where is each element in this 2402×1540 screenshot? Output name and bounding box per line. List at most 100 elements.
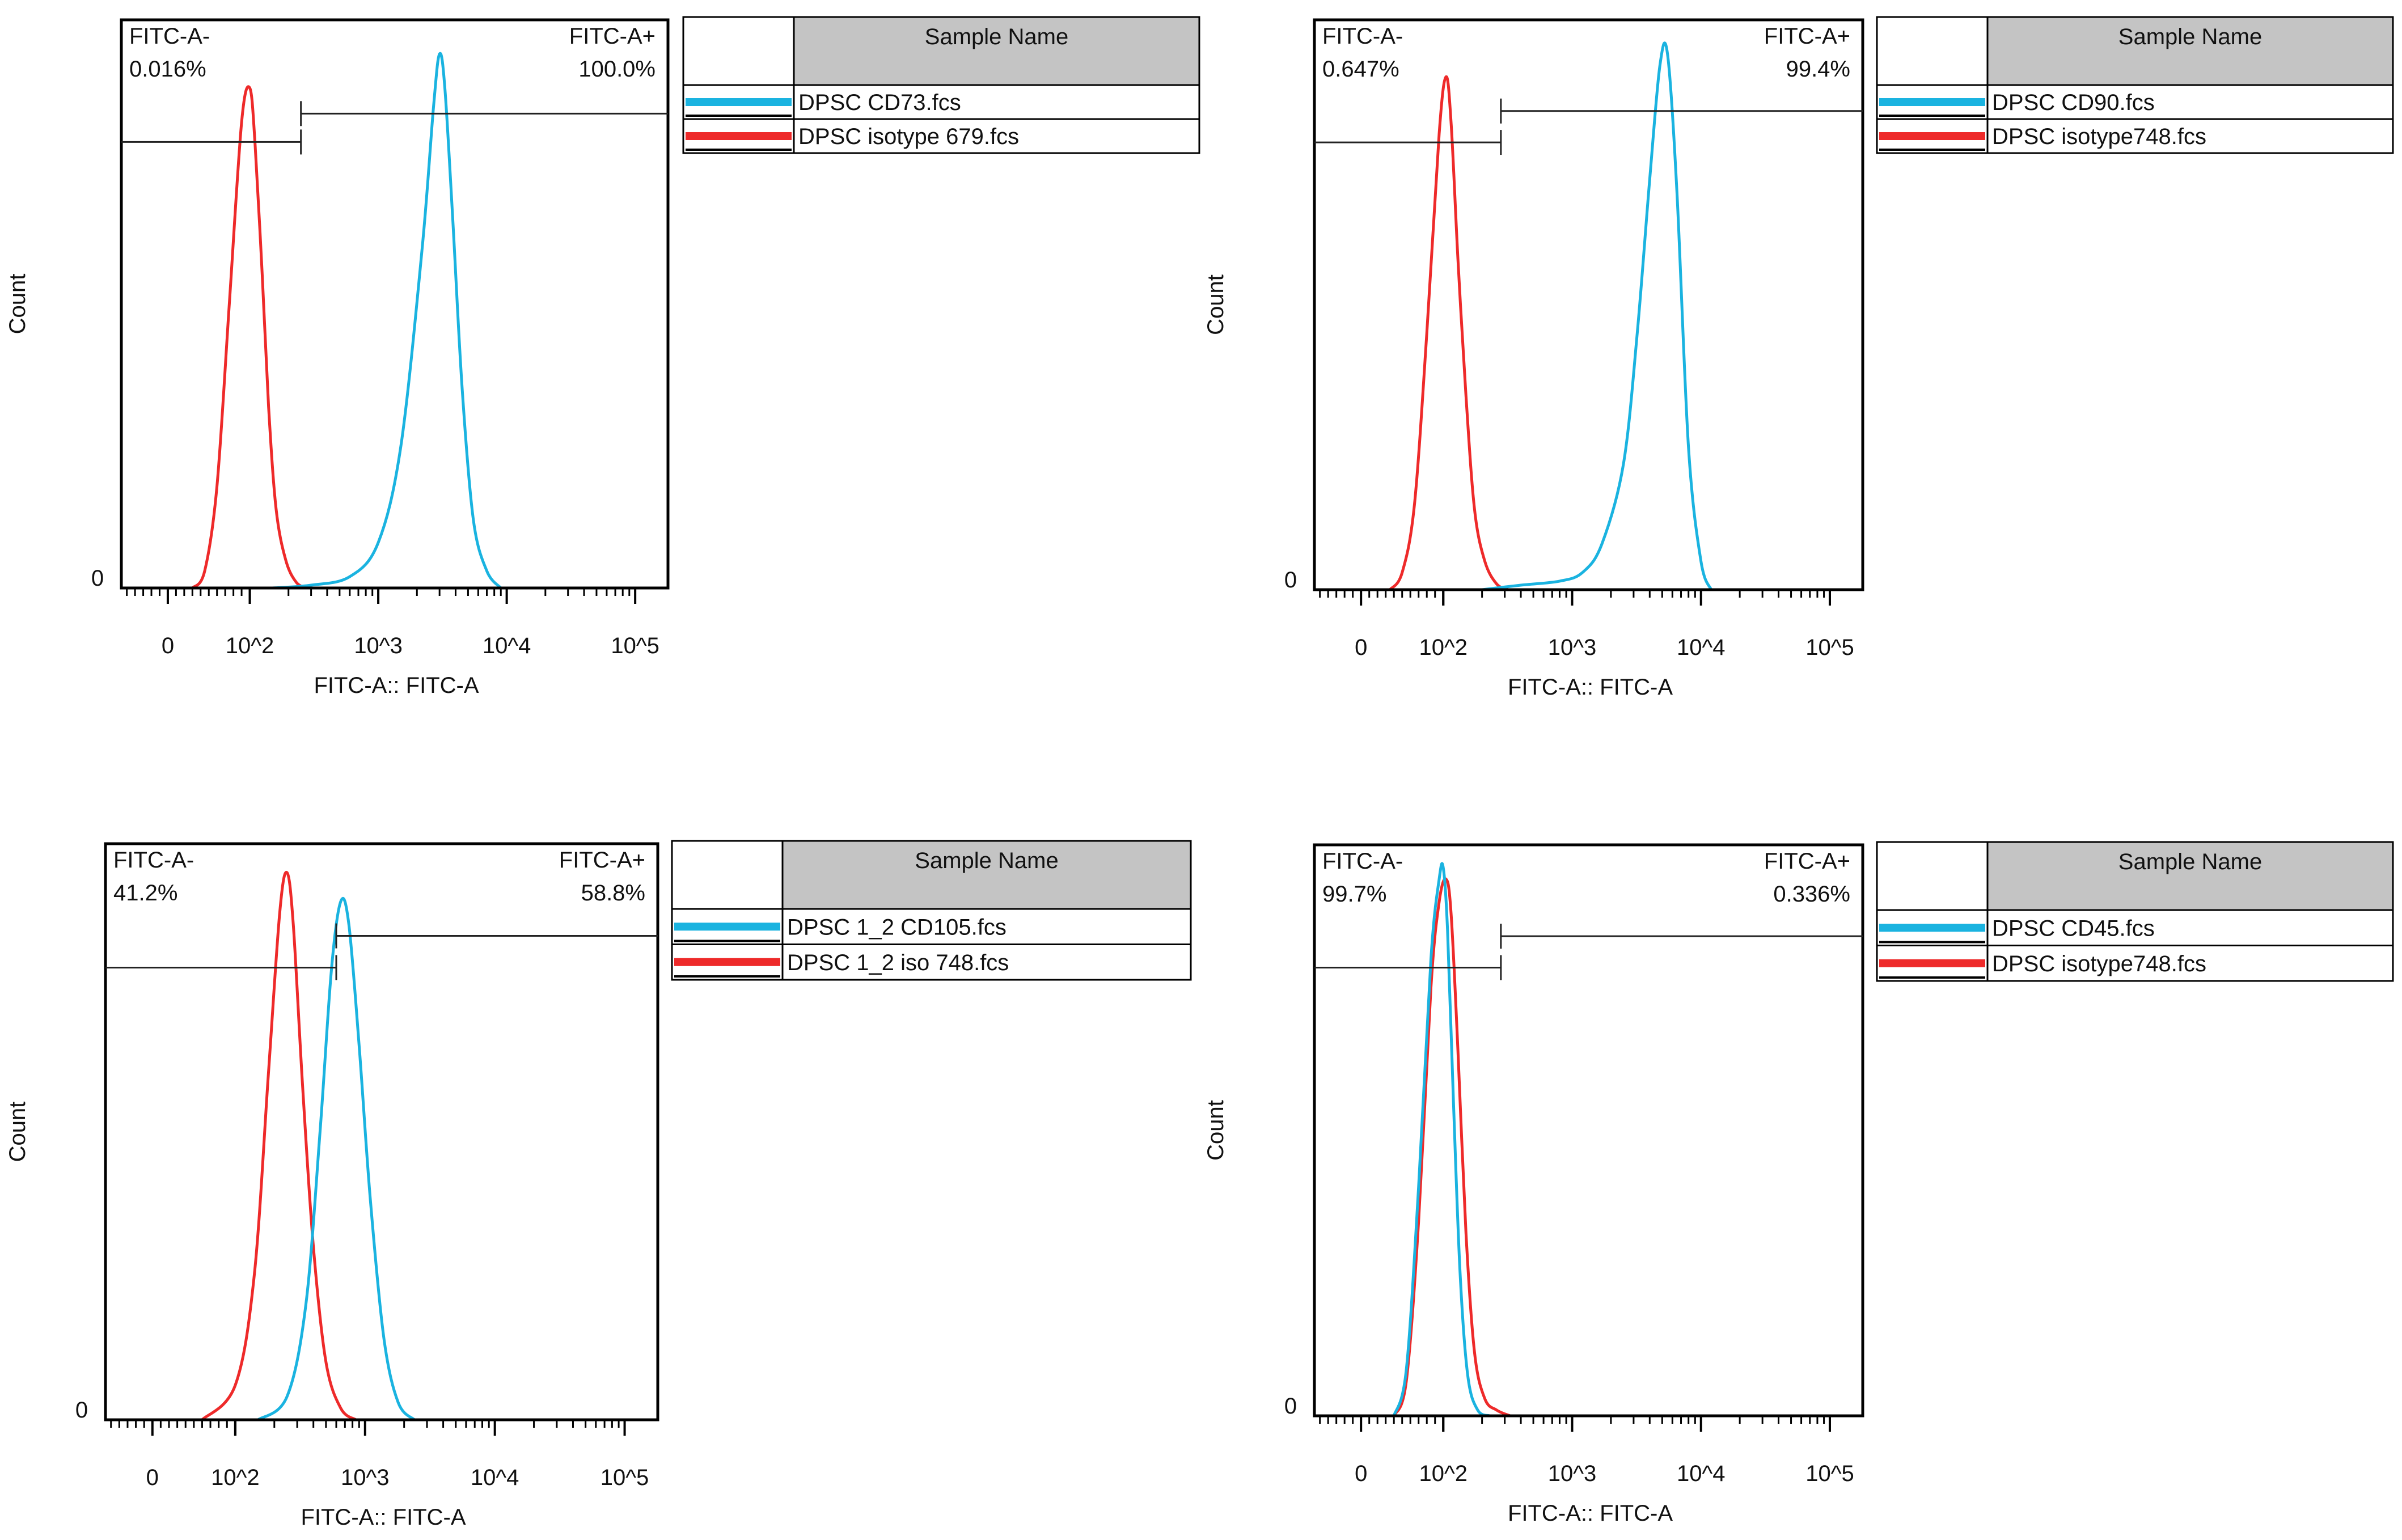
x-axis-ticks <box>110 1420 626 1436</box>
gate-negative-percent: 41.2% <box>113 881 177 906</box>
gate-negative[interactable] <box>105 955 337 980</box>
legend: Sample Name DPSC CD73.fcs DPSC isotype 679… <box>682 16 1200 154</box>
gate-positive-name: FITC-A+ <box>1764 849 1850 874</box>
series-line-isotype <box>1388 75 1509 591</box>
legend-entry-label: DPSC CD45.fcs <box>1992 916 2155 941</box>
gate-negative-name: FITC-A- <box>113 848 194 873</box>
histogram-panel-1: FITC-A- 0.016% FITC-A+ 100.0% 0 10^2 10^3 10^4 1… <box>5 16 1200 698</box>
gate-negative-percent: 0.016% <box>129 57 206 82</box>
x-tick-label: 10^2 <box>1419 635 1468 660</box>
plot-frame <box>1313 843 1864 1418</box>
legend-header-bg <box>783 841 1191 909</box>
legend-header: Sample Name <box>2118 849 2262 874</box>
series-line-isotype <box>201 870 357 1421</box>
x-tick-label: 10^5 <box>611 633 659 658</box>
gate-negative-name: FITC-A- <box>129 24 210 49</box>
y-zero-label: 0 <box>1284 1394 1297 1419</box>
legend-swatch <box>686 98 792 106</box>
legend-entry-label: DPSC CD90.fcs <box>1992 90 2155 115</box>
x-tick-label: 10^4 <box>1677 635 1726 660</box>
gate-positive-name: FITC-A+ <box>1764 24 1850 49</box>
gate-negative[interactable] <box>121 129 302 155</box>
legend: Sample Name DPSC CD90.fcs DPSC isotype748.… <box>1876 16 2394 154</box>
y-axis-title: Count <box>1203 274 1228 335</box>
legend-header-bg <box>1987 17 2393 85</box>
legend-swatch <box>674 923 780 931</box>
histogram-panel-4: FITC-A- 99.7% FITC-A+ 0.336% 0 10^2 10^3 10^4 10… <box>1203 841 2394 1526</box>
gate-positive-name: FITC-A+ <box>559 848 645 873</box>
x-tick-label: 10^4 <box>1677 1461 1726 1486</box>
legend-swatch <box>686 132 792 140</box>
histogram-panel-3: FITC-A- 41.2% FITC-A+ 58.8% 0 10^2 10^3 10^4 10^… <box>5 840 1192 1530</box>
legend-header: Sample Name <box>925 24 1068 49</box>
legend-header-bg <box>1987 842 2393 910</box>
histogram-panel-2: FITC-A- 0.647% FITC-A+ 99.4% 0 10^2 10^3 10^4 10… <box>1203 16 2394 700</box>
x-axis-title: FITC-A:: FITC-A <box>301 1505 466 1530</box>
gate-positive[interactable] <box>335 923 658 949</box>
plot-frame <box>120 18 670 590</box>
y-axis-title: Count <box>1203 1100 1228 1161</box>
legend: Sample Name DPSC 1_2 CD105.fcs DPSC 1_2 is… <box>671 840 1192 981</box>
legend-entry-label: DPSC 1_2 CD105.fcs <box>787 915 1007 940</box>
y-axis-title: Count <box>5 1102 30 1162</box>
legend-swatch <box>1879 959 1985 967</box>
series-line-stained <box>1392 862 1491 1418</box>
x-tick-label: 0 <box>162 633 174 658</box>
legend: Sample Name DPSC CD45.fcs DPSC isotype748.… <box>1876 841 2394 982</box>
x-tick-label: 10^2 <box>1419 1461 1468 1486</box>
legend-header: Sample Name <box>915 848 1058 873</box>
x-tick-label: 10^5 <box>600 1465 649 1490</box>
legend-entry-label: DPSC isotype748.fcs <box>1992 124 2206 149</box>
gate-positive-name: FITC-A+ <box>569 24 656 49</box>
legend-entry-label: DPSC CD73.fcs <box>798 90 961 115</box>
series-line-isotype <box>191 85 308 590</box>
x-axis-title: FITC-A:: FITC-A <box>1508 675 1673 700</box>
legend-header: Sample Name <box>2118 24 2262 49</box>
x-tick-label: 10^5 <box>1805 1461 1854 1486</box>
x-tick-label: 10^4 <box>471 1465 519 1490</box>
x-tick-label: 10^3 <box>1548 1461 1597 1486</box>
y-axis-title: Count <box>5 274 30 335</box>
legend-header-bg <box>794 17 1199 85</box>
y-zero-label: 0 <box>1284 568 1297 593</box>
series-line-isotype <box>1392 877 1511 1418</box>
x-tick-label: 10^3 <box>1548 635 1597 660</box>
series-line-stained <box>257 896 416 1421</box>
legend-swatch <box>1879 924 1985 932</box>
gate-positive-percent: 100.0% <box>578 57 656 82</box>
x-axis-ticks <box>126 588 637 604</box>
x-tick-label: 0 <box>146 1465 159 1490</box>
x-tick-label: 10^3 <box>354 633 403 658</box>
gate-negative-name: FITC-A- <box>1322 849 1403 874</box>
x-tick-label: 10^2 <box>211 1465 260 1490</box>
gate-negative[interactable] <box>1314 130 1502 155</box>
legend-swatch <box>674 958 780 966</box>
plot-frame <box>1313 18 1864 591</box>
plot-frame <box>104 842 659 1421</box>
x-tick-label: 0 <box>1355 1461 1367 1486</box>
legend-entry-label: DPSC isotype 679.fcs <box>798 124 1019 149</box>
gate-negative-percent: 0.647% <box>1322 57 1399 82</box>
x-tick-label: 10^2 <box>226 633 274 658</box>
gate-negative[interactable] <box>1314 955 1502 980</box>
gate-positive[interactable] <box>300 101 668 126</box>
series-line-stained <box>272 52 502 590</box>
legend-entry-label: DPSC isotype748.fcs <box>1992 951 2206 976</box>
x-tick-label: 10^5 <box>1805 635 1854 660</box>
x-axis-title: FITC-A:: FITC-A <box>1508 1501 1673 1526</box>
x-tick-label: 10^4 <box>483 633 531 658</box>
legend-entry-label: DPSC 1_2 iso 748.fcs <box>787 950 1009 975</box>
x-axis-ticks <box>1319 590 1831 606</box>
gate-positive[interactable] <box>1500 924 1863 949</box>
legend-swatch <box>1879 98 1985 106</box>
y-zero-label: 0 <box>75 1398 88 1423</box>
x-axis-ticks <box>1319 1416 1831 1432</box>
gate-positive-percent: 99.4% <box>1786 57 1850 82</box>
x-axis-title: FITC-A:: FITC-A <box>314 673 479 698</box>
gate-negative-percent: 99.7% <box>1322 882 1386 907</box>
y-zero-label: 0 <box>91 566 104 591</box>
gate-positive[interactable] <box>1500 98 1863 124</box>
x-tick-label: 10^3 <box>341 1465 390 1490</box>
gate-negative-name: FITC-A- <box>1322 24 1403 49</box>
